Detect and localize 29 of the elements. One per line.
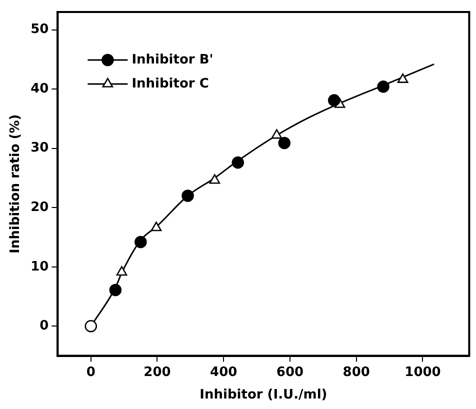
point <box>271 129 282 139</box>
point <box>116 266 128 276</box>
x-tick-label: 0 <box>86 364 96 380</box>
y-tick-label: 30 <box>30 140 49 156</box>
x-tick-label: 200 <box>144 364 171 380</box>
point <box>278 136 291 150</box>
x-tick-label: 600 <box>276 364 304 380</box>
y-tick-label: 40 <box>30 81 49 96</box>
point <box>209 174 220 184</box>
y-tick-label: 20 <box>30 200 49 215</box>
x-axis-title: Inhibitor (I.U./ml) <box>200 388 328 403</box>
point <box>150 222 162 232</box>
point <box>328 94 340 106</box>
y-tick-label: 10 <box>30 259 49 274</box>
y-tick-label: 0 <box>40 318 49 334</box>
point <box>134 236 147 248</box>
y-tick-label: 50 <box>30 22 49 38</box>
legend-label: Inhibitor B' <box>132 52 214 68</box>
x-tick-label: 800 <box>342 364 370 380</box>
x-tick-label: 1000 <box>404 364 441 380</box>
legend-label: Inhibitor C <box>132 76 209 92</box>
y-axis-title: Inhibition ratio (%) <box>8 114 24 254</box>
point <box>377 80 390 93</box>
point <box>109 284 122 296</box>
point <box>182 190 194 202</box>
x-tick-label: 400 <box>210 364 238 380</box>
point <box>84 320 98 332</box>
point <box>397 73 408 83</box>
point <box>232 156 244 169</box>
